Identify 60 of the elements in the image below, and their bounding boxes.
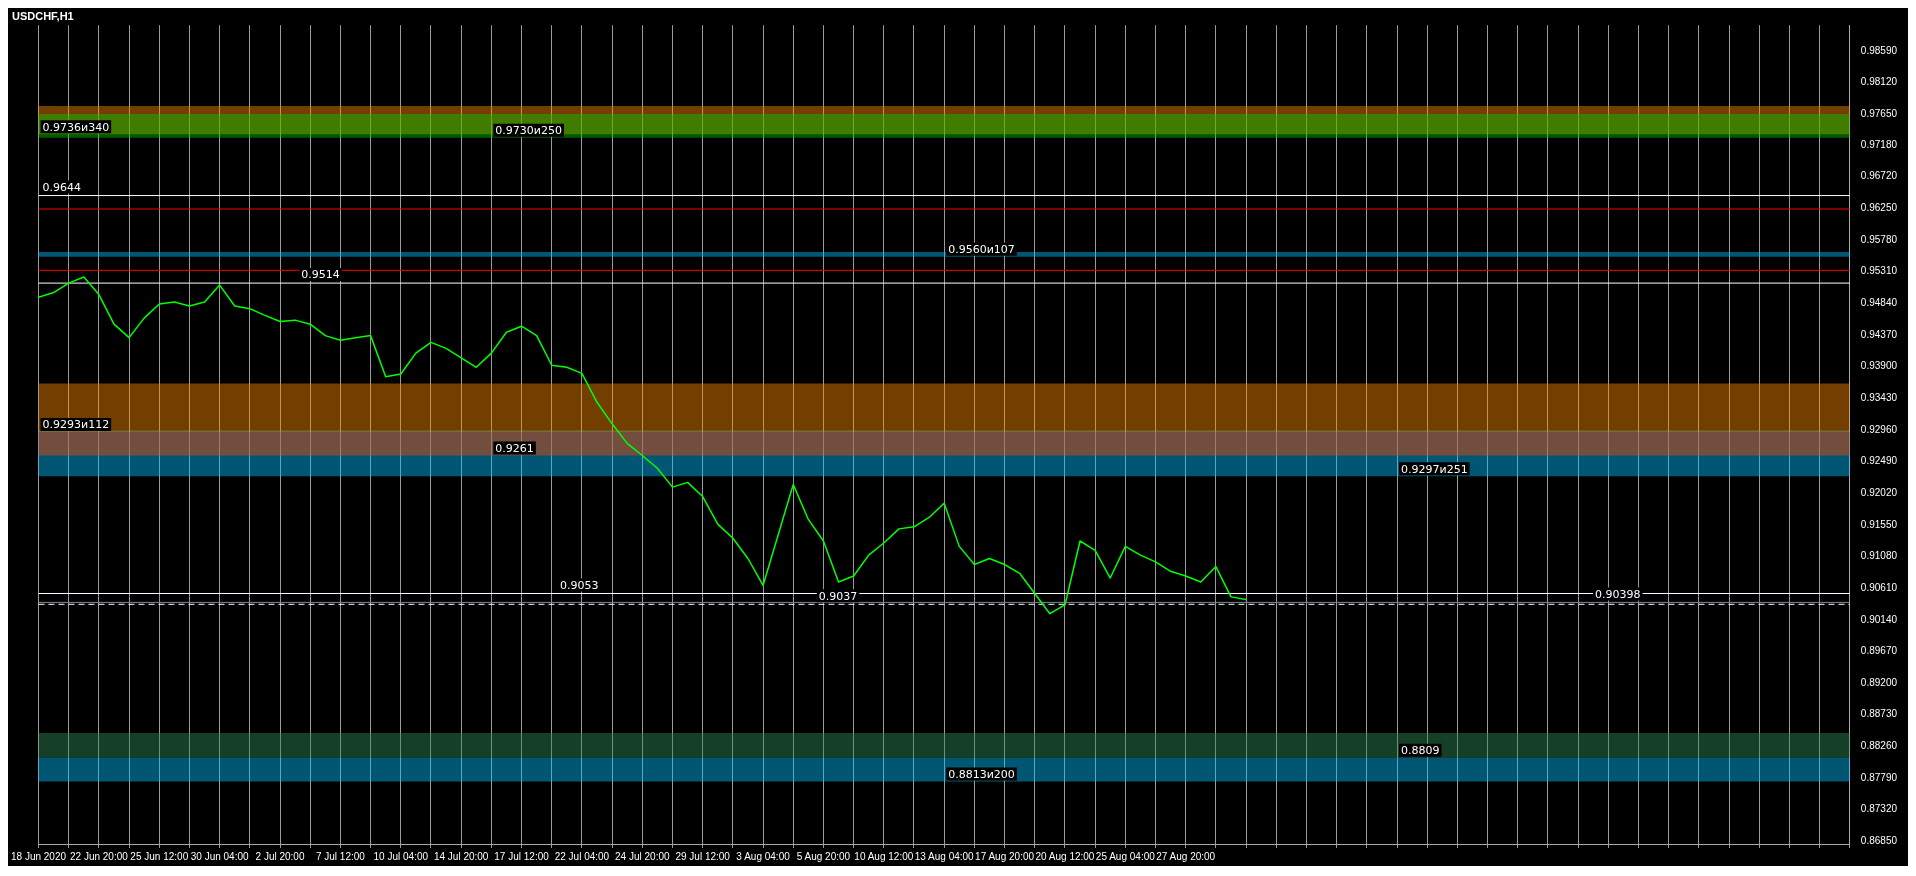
x-tick-label: 22 Jun 20:00 xyxy=(69,850,129,862)
band-label: 0.9560и107 xyxy=(948,243,1015,257)
x-tick-label: 20 Aug 12:00 xyxy=(1035,850,1095,862)
band-label: 0.9736и340 xyxy=(42,120,110,134)
y-tick-label: 0.98120 xyxy=(1860,76,1898,88)
band-label: 0.9261 xyxy=(495,441,534,455)
y-tick-label: 0.92490 xyxy=(1860,455,1898,467)
band-label: 0.8809 xyxy=(1401,744,1440,758)
y-tick-label: 0.94840 xyxy=(1860,297,1898,309)
ref-line-label: 0.9037 xyxy=(818,589,858,603)
band-label: 0.8813и200 xyxy=(948,767,1015,781)
y-tick-label: 0.92020 xyxy=(1860,486,1898,498)
band-label: 0.9730и250 xyxy=(495,124,562,138)
x-tick-label: 13 Aug 04:00 xyxy=(914,850,975,862)
ref-line-label: 0.90398 xyxy=(1595,587,1641,601)
y-tick-label: 0.91080 xyxy=(1860,550,1898,562)
x-tick-label: 24 Jul 20:00 xyxy=(615,850,670,862)
y-tick-label: 0.88260 xyxy=(1860,740,1898,752)
x-tick-label: 10 Aug 12:00 xyxy=(854,850,914,862)
y-tick-label: 0.89200 xyxy=(1860,676,1898,688)
band-label: 0.9297и251 xyxy=(1401,462,1468,476)
y-tick-label: 0.94370 xyxy=(1860,328,1898,340)
x-tick-label: 3 Aug 04:00 xyxy=(736,850,791,862)
x-tick-label: 22 Jul 04:00 xyxy=(554,850,610,862)
x-tick-label: 29 Jul 12:00 xyxy=(675,850,731,862)
y-tick-label: 0.87320 xyxy=(1860,803,1898,815)
y-tick-label: 0.89670 xyxy=(1860,645,1898,657)
y-tick-label: 0.90140 xyxy=(1860,613,1898,625)
y-tick-label: 0.92960 xyxy=(1860,423,1898,435)
band-label: 0.9293и112 xyxy=(42,418,110,432)
y-tick-label: 0.97180 xyxy=(1860,139,1898,151)
y-tick-label: 0.86850 xyxy=(1860,835,1898,847)
y-tick-label: 0.95780 xyxy=(1860,233,1898,245)
x-tick-label: 10 Jul 04:00 xyxy=(373,850,429,862)
ref-line-label: 0.9514 xyxy=(301,268,340,282)
x-tick-label: 5 Aug 20:00 xyxy=(796,850,851,862)
ref-line-label: 0.9644 xyxy=(42,180,82,194)
x-tick-label: 30 Jun 04:00 xyxy=(190,850,250,862)
y-tick-label: 0.90610 xyxy=(1860,581,1898,593)
x-tick-label: 27 Aug 20:00 xyxy=(1156,850,1216,862)
x-tick-label: 14 Jul 20:00 xyxy=(433,850,489,862)
y-tick-label: 0.96720 xyxy=(1860,170,1898,182)
x-tick-label: 2 Jul 20:00 xyxy=(255,850,305,862)
y-tick-label: 0.87790 xyxy=(1860,771,1898,783)
x-tick-label: 17 Jul 12:00 xyxy=(494,850,550,862)
y-tick-label: 0.93900 xyxy=(1860,360,1898,372)
x-tick-label: 18 Jun 2020 xyxy=(10,850,67,862)
y-tick-label: 0.95310 xyxy=(1860,265,1898,277)
y-tick-label: 0.98590 xyxy=(1860,44,1898,56)
y-tick-label: 0.96250 xyxy=(1860,202,1898,214)
y-tick-label: 0.91550 xyxy=(1860,518,1898,530)
x-tick-label: 25 Jun 12:00 xyxy=(130,850,189,862)
ref-line-label: 0.9053 xyxy=(560,578,599,592)
y-tick-label: 0.88730 xyxy=(1860,708,1898,720)
x-tick-label: 25 Aug 04:00 xyxy=(1095,850,1156,862)
x-tick-label: 17 Aug 20:00 xyxy=(975,850,1035,862)
y-tick-label: 0.93430 xyxy=(1860,391,1898,403)
y-tick-label: 0.97650 xyxy=(1860,107,1898,119)
x-tick-label: 7 Jul 12:00 xyxy=(315,850,366,862)
chart-title: USDCHF,H1 xyxy=(12,9,74,22)
